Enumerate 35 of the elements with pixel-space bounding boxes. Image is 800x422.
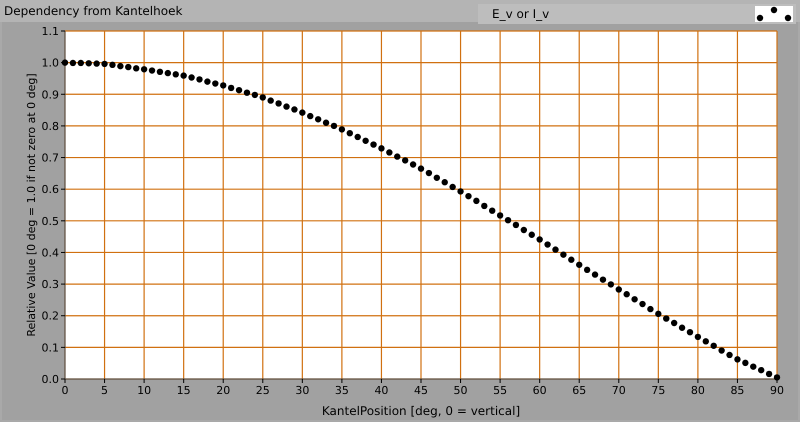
x-tick-label: 5 xyxy=(101,384,108,397)
x-tick-label: 50 xyxy=(454,384,468,397)
x-tick-label: 80 xyxy=(690,384,705,397)
x-tick-label: 30 xyxy=(295,384,310,397)
y-tick-label: 0.2 xyxy=(42,310,59,323)
x-tick-label: 45 xyxy=(414,384,428,397)
y-axis-title: Relative Value [0 deg = 1.0 if not zero at 0 deg] xyxy=(25,73,38,337)
y-tick-label: 1.1 xyxy=(42,25,59,38)
chart-title: Dependency from Kantelhoek xyxy=(4,4,182,18)
x-axis-title: KantelPosition [deg, 0 = vertical] xyxy=(322,404,520,418)
x-tick-label: 20 xyxy=(216,384,230,397)
y-tick-label: 0.9 xyxy=(42,88,59,102)
x-tick-label: 75 xyxy=(651,384,666,397)
y-tick-label: 1.0 xyxy=(42,56,59,70)
y-tick-label: 0.6 xyxy=(42,183,59,196)
x-tick-label: 0 xyxy=(62,384,68,397)
x-tick-label: 40 xyxy=(374,384,388,397)
x-tick-label: 70 xyxy=(612,384,626,397)
y-tick-label: 0.7 xyxy=(42,152,59,165)
y-tick-label: 0.5 xyxy=(42,214,59,228)
x-tick-label: 90 xyxy=(770,384,784,397)
y-tick-label: 0.8 xyxy=(42,120,59,133)
x-tick-label: 55 xyxy=(493,384,508,397)
y-tick-label: 0.4 xyxy=(42,246,59,260)
y-tick-label: 0.1 xyxy=(42,341,59,354)
y-tick-label: 0.3 xyxy=(42,278,59,292)
x-tick-label: 65 xyxy=(572,384,586,397)
x-tick-label: 25 xyxy=(256,384,270,397)
x-tick-label: 15 xyxy=(176,384,191,397)
text: E_v or I_v xyxy=(492,7,550,21)
x-tick-label: 35 xyxy=(334,384,349,397)
x-tick-label: 85 xyxy=(730,384,744,397)
x-tick-label: 10 xyxy=(137,384,152,397)
x-tick-label: 60 xyxy=(532,384,547,397)
y-tick-label: 0.0 xyxy=(42,373,59,386)
